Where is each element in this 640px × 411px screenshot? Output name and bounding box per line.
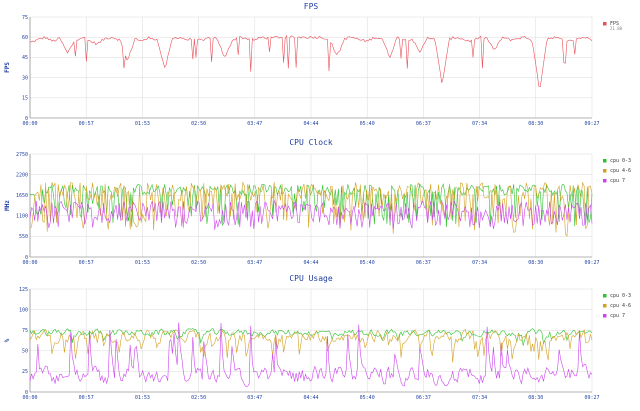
y-tick-label: 1100 [16, 214, 28, 220]
legend-label: cpu 0-3 [610, 293, 631, 299]
x-tick-label: 03:47 [247, 260, 262, 266]
x-tick-label: 08:30 [528, 121, 543, 127]
chart-panel-0: FPS FPS 0 15 30 45 60 75 00:00 00:57 01:53 02:50 03:… [4, 2, 623, 127]
x-tick-label: 04:44 [303, 260, 318, 266]
y-tick-label: 2200 [16, 172, 28, 178]
y-axis-label: % [4, 338, 11, 342]
x-tick-label: 03:47 [247, 121, 262, 127]
y-axis-label: FPS [4, 62, 11, 73]
axes [29, 17, 592, 119]
y-tick-label: 125 [19, 287, 28, 293]
y-tick-label: 60 [22, 35, 28, 41]
x-tick-label: 09:27 [584, 121, 599, 127]
chart-title: FPS [304, 2, 319, 11]
legend-label: cpu 7 [610, 178, 625, 184]
y-tick-label: 50 [22, 349, 28, 355]
legend-swatch [603, 169, 607, 173]
x-tick-label: 05:40 [360, 260, 375, 266]
legend-sub-label: 21.80 [610, 26, 623, 31]
x-tick-label: 09:27 [584, 260, 599, 266]
x-tick-label: 01:53 [135, 121, 150, 127]
series-line-cpu-7 [29, 322, 593, 387]
x-tick-label: 02:50 [191, 260, 206, 266]
legend-swatch [603, 179, 607, 183]
legend-swatch [603, 314, 607, 318]
x-tick-label: 07:34 [472, 260, 487, 266]
y-tick-label: 75 [22, 328, 28, 334]
series-line-cpu-4-6 [29, 181, 593, 237]
legend-label: cpu 0-3 [610, 158, 631, 164]
x-tick-label: 09:27 [584, 395, 599, 401]
x-tick-label: 06:37 [416, 121, 431, 127]
legend-label: cpu 4-6 [610, 168, 631, 174]
y-tick-label: 2750 [16, 152, 28, 158]
x-tick-label: 07:34 [472, 395, 487, 401]
y-axis-label: MHz [4, 200, 11, 211]
y-tick-label: 1650 [16, 193, 28, 199]
series-line-cpu-7 [29, 200, 593, 230]
y-tick-label: 75 [22, 15, 28, 21]
series-line-cpu-4-6 [29, 328, 593, 363]
chart-title: CPU Usage [289, 274, 333, 283]
legend-swatch [603, 22, 607, 26]
x-tick-label: 03:47 [247, 395, 262, 401]
y-tick-label: 0 [25, 116, 28, 122]
y-tick-label: 25 [22, 369, 28, 375]
x-tick-label: 00:00 [22, 260, 37, 266]
x-tick-label: 04:44 [303, 395, 318, 401]
x-tick-label: 05:40 [360, 395, 375, 401]
x-tick-label: 02:50 [191, 121, 206, 127]
x-tick-label: 00:57 [79, 121, 94, 127]
x-tick-label: 06:37 [416, 260, 431, 266]
x-tick-label: 02:50 [191, 395, 206, 401]
chart-panel-1: CPU Clock MHz 0 550 1100 1650 2200 2750 00:00 00:… [4, 138, 631, 266]
y-tick-label: 100 [19, 307, 28, 313]
x-tick-label: 00:00 [22, 395, 37, 401]
legend-label: cpu 7 [610, 313, 625, 319]
axes [29, 289, 592, 393]
x-tick-label: 04:44 [303, 121, 318, 127]
x-tick-label: 00:57 [79, 260, 94, 266]
x-tick-label: 08:30 [528, 395, 543, 401]
y-tick-label: 0 [25, 390, 28, 396]
legend-label: cpu 4-6 [610, 303, 631, 309]
x-tick-label: 06:37 [416, 395, 431, 401]
y-tick-label: 30 [22, 75, 28, 81]
x-tick-label: 08:30 [528, 260, 543, 266]
legend-swatch [603, 294, 607, 298]
y-tick-label: 550 [19, 234, 28, 240]
legend-swatch [603, 304, 607, 308]
chart-title: CPU Clock [289, 138, 333, 147]
legend-swatch [603, 159, 607, 163]
series-line-FPS [29, 34, 593, 88]
x-tick-label: 00:00 [22, 121, 37, 127]
y-tick-label: 0 [25, 255, 28, 261]
legend-label: FPS [610, 21, 619, 27]
x-tick-label: 01:53 [135, 260, 150, 266]
series-line-cpu-0-3 [29, 328, 593, 346]
x-tick-label: 01:53 [135, 395, 150, 401]
x-tick-label: 07:34 [472, 121, 487, 127]
chart-panel-2: CPU Usage% 0 25 50 75 100 125 00:00 00:57 01:53 02… [4, 274, 631, 401]
axes [29, 154, 592, 258]
x-tick-label: 05:40 [360, 121, 375, 127]
y-tick-label: 15 [22, 96, 28, 102]
x-tick-label: 00:57 [79, 395, 94, 401]
y-tick-label: 45 [22, 55, 28, 61]
